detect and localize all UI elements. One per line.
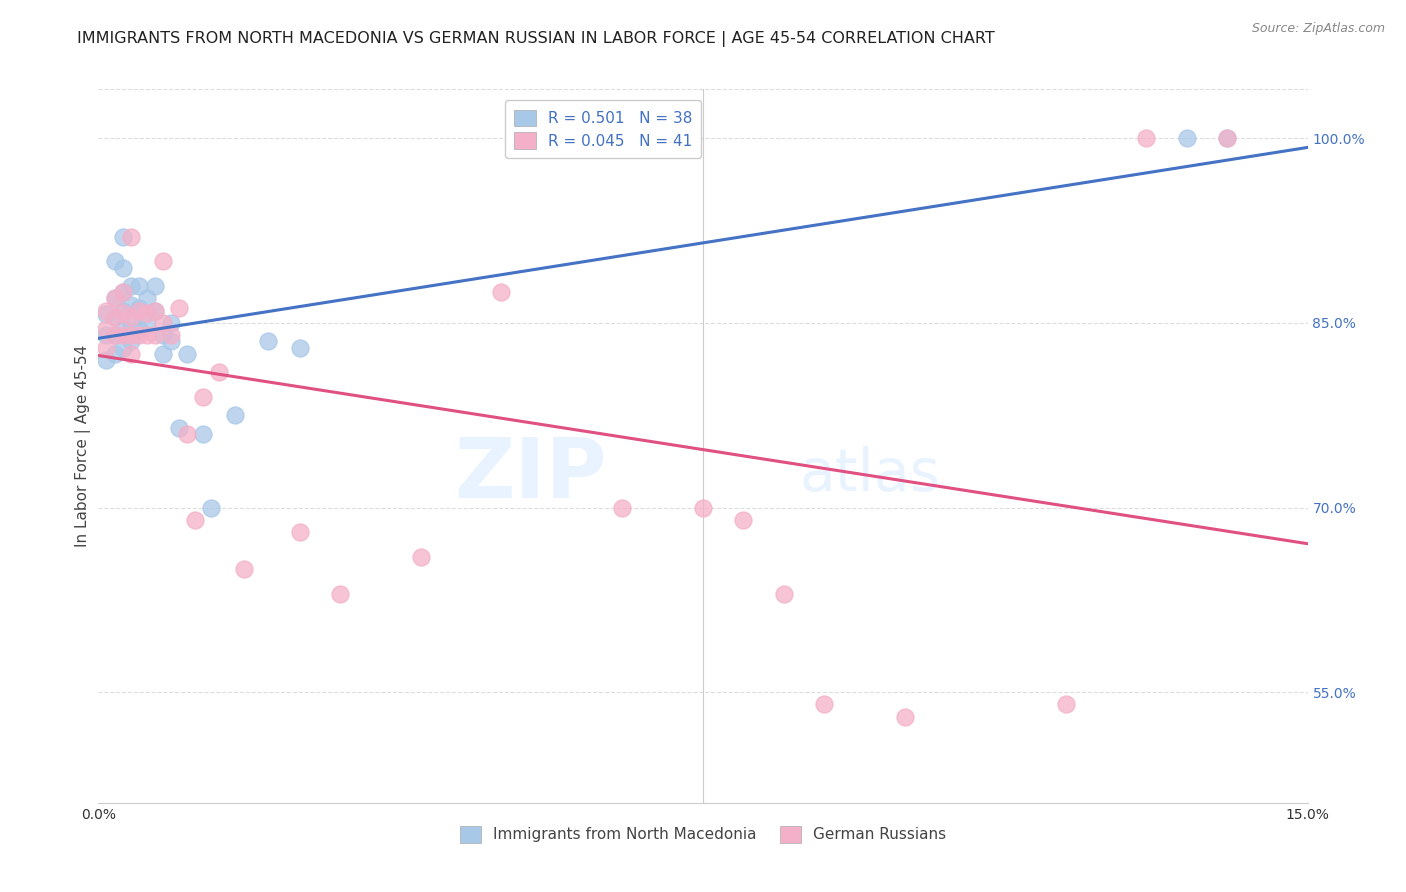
Text: Source: ZipAtlas.com: Source: ZipAtlas.com [1251,22,1385,36]
Point [96,322,118,336]
Y-axis label: In Labor Force | Age 45-54: In Labor Force | Age 45-54 [76,345,91,547]
Point [128,303,150,318]
Point [120,347,142,361]
Point [120,310,142,324]
Point [193,426,215,441]
Point [176,347,198,361]
Point [128,328,150,343]
Point [288,525,311,540]
Legend: Immigrants from North Macedonia, German Russians: Immigrants from North Macedonia, German … [454,820,952,848]
Point [103,328,125,343]
Point [111,306,134,320]
Point [111,285,134,300]
Point [167,420,190,434]
Point [1216,131,1239,145]
Point [128,279,150,293]
Point [111,285,134,300]
Point [1135,131,1157,145]
Point [208,365,231,379]
Point [224,409,246,423]
Point [103,328,125,343]
Point [409,549,432,564]
Point [200,500,222,515]
Point [120,297,142,311]
Point [103,291,125,305]
Text: ZIP: ZIP [454,434,606,515]
Point [288,341,311,355]
Point [733,513,755,527]
Point [184,513,207,527]
Point [692,500,714,515]
Point [143,303,166,318]
Point [1054,698,1077,712]
Text: atlas: atlas [800,446,941,503]
Point [143,279,166,293]
Point [256,334,278,349]
Point [103,347,125,361]
Point [135,313,157,327]
Point [111,303,134,318]
Point [152,328,174,343]
Point [135,291,157,305]
Point [96,352,118,367]
Point [96,328,118,343]
Point [96,303,118,318]
Point [167,301,190,316]
Point [103,310,125,324]
Point [111,328,134,343]
Point [813,698,835,712]
Point [135,328,157,343]
Point [120,328,142,343]
Point [1216,131,1239,145]
Point [103,310,125,324]
Point [152,347,174,361]
Point [111,260,134,275]
Point [120,230,142,244]
Point [491,285,513,300]
Point [329,587,352,601]
Point [1175,131,1198,145]
Point [120,334,142,349]
Point [176,426,198,441]
Point [772,587,794,601]
Point [160,316,183,330]
Point [111,341,134,355]
Point [143,303,166,318]
Point [128,301,150,316]
Point [111,322,134,336]
Point [96,341,118,355]
Text: IMMIGRANTS FROM NORTH MACEDONIA VS GERMAN RUSSIAN IN LABOR FORCE | AGE 45-54 COR: IMMIGRANTS FROM NORTH MACEDONIA VS GERMA… [77,31,995,47]
Point [893,709,915,723]
Point [612,500,634,515]
Point [160,334,183,349]
Point [160,328,183,343]
Point [128,322,150,336]
Point [120,279,142,293]
Point [193,390,215,404]
Point [152,316,174,330]
Point [103,254,125,268]
Point [232,562,254,576]
Point [152,254,174,268]
Point [111,230,134,244]
Point [120,316,142,330]
Point [96,307,118,321]
Point [103,291,125,305]
Point [135,306,157,320]
Point [143,328,166,343]
